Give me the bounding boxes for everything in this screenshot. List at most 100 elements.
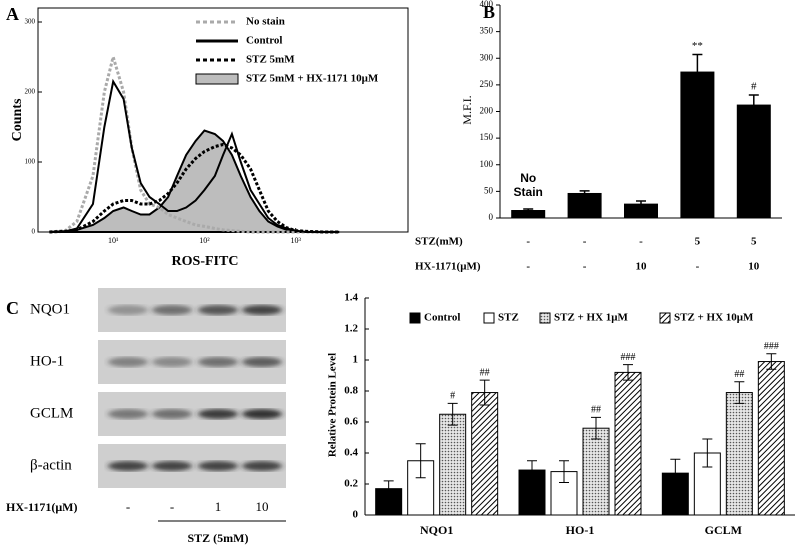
y-tick-label: 200 — [25, 88, 36, 96]
treatment-label: HX-1171(μM) — [6, 500, 77, 514]
condition-value: - — [639, 236, 643, 248]
bar — [757, 361, 785, 516]
panel-label: B — [483, 2, 495, 22]
condition-label: STZ(mM) — [415, 236, 463, 248]
bar — [582, 427, 610, 516]
treatment-value: - — [170, 499, 174, 514]
error-bar — [415, 443, 426, 479]
blot-band — [242, 305, 282, 315]
y-tick-label: 0 — [489, 212, 494, 222]
legend-swatch — [409, 312, 421, 324]
annotation: # — [751, 81, 757, 93]
y-axis-label: M.F.I. — [460, 95, 474, 124]
legend-swatch — [659, 312, 671, 324]
y-tick-label: 0.6 — [344, 416, 358, 428]
blot-band — [242, 461, 282, 471]
y-tick-label: 1.4 — [344, 292, 358, 304]
condition-value: 5 — [695, 236, 701, 248]
blot-band — [152, 305, 192, 315]
condition-value: - — [583, 261, 587, 273]
bar — [680, 71, 715, 218]
x-tick-label: GCLM — [705, 523, 742, 537]
blot-band — [198, 409, 238, 419]
bar — [725, 392, 753, 516]
legend-label: STZ — [498, 312, 519, 324]
error-bar — [479, 379, 490, 406]
error-bar — [579, 190, 590, 196]
area — [49, 129, 340, 233]
annotation: # — [450, 391, 455, 402]
error-bar — [766, 353, 777, 370]
legend-label: STZ 5mM — [246, 54, 295, 66]
legend-label: STZ 5mM + HX-1171 10μM — [246, 73, 379, 85]
legend-swatch — [539, 312, 551, 324]
blot-band — [152, 461, 192, 471]
y-axis-label: Counts — [10, 98, 25, 141]
condition-label: HX-1171(μM) — [415, 261, 481, 273]
legend-label: STZ + HX 10μM — [674, 312, 754, 324]
condition-value: - — [696, 261, 700, 273]
legend-label: STZ + HX 1μM — [554, 312, 629, 324]
panel-label: C — [6, 298, 19, 318]
x-tick-label: 10² — [199, 236, 210, 245]
line — [49, 142, 340, 234]
bar — [736, 104, 771, 218]
annotation: ## — [734, 369, 744, 380]
condition-value: - — [526, 236, 530, 248]
protein-label: GCLM — [30, 405, 73, 421]
line — [49, 51, 340, 234]
treatment-value: 1 — [215, 499, 222, 514]
error-bar — [383, 480, 394, 497]
annotation: ## — [591, 405, 601, 416]
group-label: STZ (5mM) — [188, 531, 249, 545]
blot-band — [242, 357, 282, 367]
legend-label: Control — [246, 35, 282, 47]
treatment-value: 10 — [256, 499, 269, 514]
y-tick-label: 300 — [480, 52, 494, 62]
y-tick-label: 100 — [480, 159, 494, 169]
bar — [614, 371, 642, 516]
annotation: ** — [692, 40, 703, 52]
y-tick-label: 200 — [480, 106, 494, 116]
protein-label: NQO1 — [30, 301, 70, 317]
blot-band — [108, 357, 148, 367]
error-bar — [702, 438, 713, 468]
blot-band — [108, 305, 148, 315]
bar — [439, 413, 467, 516]
protein-label: β-actin — [30, 457, 72, 473]
annotation: ### — [621, 352, 636, 363]
treatment-value: - — [126, 499, 130, 514]
legend-label: Control — [424, 312, 460, 324]
blot-band — [198, 461, 238, 471]
error-bar — [559, 460, 569, 483]
annotation: ### — [764, 341, 779, 352]
y-tick-label: 250 — [480, 79, 494, 89]
x-tick-label: NQO1 — [420, 523, 453, 537]
y-tick-label: 50 — [484, 185, 494, 195]
condition-value: 10 — [636, 261, 648, 273]
y-tick-label: 0 — [32, 228, 36, 236]
condition-value: - — [583, 236, 587, 248]
y-axis-label: Relative Protein Level — [327, 353, 339, 457]
panel-label: A — [6, 4, 19, 24]
error-bar — [523, 208, 534, 212]
y-tick-label: 0.4 — [344, 447, 358, 459]
error-bar — [447, 402, 458, 426]
error-bar — [692, 53, 703, 89]
line — [49, 78, 340, 233]
y-tick-label: 0.2 — [344, 478, 358, 490]
blot-band — [198, 357, 238, 367]
y-tick-label: 1.2 — [344, 323, 358, 335]
error-bar — [623, 364, 633, 381]
y-tick-label: 0.8 — [344, 385, 358, 397]
y-tick-label: 0 — [353, 509, 359, 521]
condition-value: 10 — [748, 261, 760, 273]
legend-swatch — [195, 73, 239, 85]
error-bar — [636, 200, 646, 207]
error-bar — [527, 460, 537, 480]
blot-band — [152, 409, 192, 419]
blot-band — [242, 409, 282, 419]
blot-band — [152, 357, 192, 367]
annotation: ## — [480, 367, 490, 378]
blot-band — [108, 409, 148, 419]
